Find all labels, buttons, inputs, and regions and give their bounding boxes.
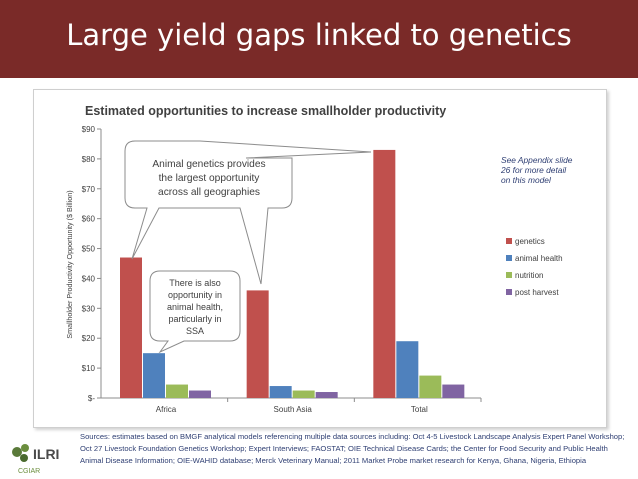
appendix-note-line: 26 for more detail: [500, 165, 567, 175]
bar-animal-health-south-asia: [269, 386, 292, 398]
y-tick-label: $90: [82, 125, 96, 134]
annotation-genetics-line: Animal genetics provides: [152, 159, 265, 170]
y-tick-label: $10: [82, 364, 96, 373]
chart-frame: Estimated opportunities to increase smal…: [33, 89, 607, 428]
slide-title: Large yield gaps linked to genetics: [66, 18, 572, 52]
annotation-animal-health-line: animal health,: [167, 302, 223, 312]
legend-swatch: [506, 238, 512, 244]
y-tick-label: $50: [82, 245, 96, 254]
x-tick-label: Total: [411, 405, 428, 414]
annotation-callout-animal-health-shape: [149, 270, 241, 354]
bar-nutrition-total: [419, 375, 442, 398]
y-tick-label: $30: [82, 304, 96, 313]
appendix-note-line: See Appendix slide: [501, 155, 573, 165]
annotation-animal-health-line: opportunity in: [168, 290, 222, 300]
legend-label: nutrition: [515, 271, 543, 280]
logo-icon: [12, 444, 29, 462]
annotation-animal-health-line: SSA: [186, 326, 204, 336]
bar-nutrition-south-asia: [292, 390, 315, 398]
sources-note: Sources: estimates based on BMGF analyti…: [80, 432, 625, 466]
appendix-note-line: on this model: [501, 175, 552, 185]
bar-post-harvest-africa: [189, 390, 211, 398]
y-tick-label: $20: [82, 334, 96, 343]
logo-subtitle: CGIAR: [18, 468, 40, 475]
bar-genetics-africa: [120, 257, 142, 398]
annotation-genetics-line: across all geographies: [158, 187, 260, 198]
legend-label: animal health: [515, 254, 563, 263]
x-tick-label: Africa: [156, 405, 177, 414]
bar-animal-health-africa: [143, 353, 165, 398]
legend-label: post harvest: [515, 288, 559, 297]
legend-label: genetics: [515, 237, 545, 246]
bar-chart: Estimated opportunities to increase smal…: [65, 104, 573, 414]
chart-title: Estimated opportunities to increase smal…: [85, 104, 446, 118]
ilri-cgiar-logo: ILRI CGIAR: [12, 444, 59, 475]
legend-swatch: [506, 289, 512, 295]
bar-genetics-total: [373, 149, 396, 398]
logo-name: ILRI: [33, 446, 59, 462]
y-axis-label: Smallholder Productivity Opportunity ($ …: [65, 190, 74, 338]
y-tick-label: $80: [82, 155, 96, 164]
x-tick-label: South Asia: [274, 405, 313, 414]
y-tick-label: $60: [82, 215, 96, 224]
bar-genetics-south-asia: [246, 290, 269, 398]
annotation-animal-health-line: particularly in: [168, 314, 221, 324]
legend-swatch: [506, 272, 512, 278]
bar-post-harvest-south-asia: [315, 392, 338, 398]
bar-animal-health-total: [396, 341, 419, 398]
annotation-animal-health-line: There is also: [169, 278, 221, 288]
bar-post-harvest-total: [442, 384, 465, 398]
y-tick-label: $70: [82, 185, 96, 194]
title-banner: Large yield gaps linked to genetics: [0, 0, 638, 78]
y-tick-label: $-: [88, 394, 95, 403]
annotation-genetics-line: the largest opportunity: [159, 173, 261, 184]
legend-swatch: [506, 255, 512, 261]
annotation-callout-genetics-shape: [124, 140, 372, 285]
bar-nutrition-africa: [166, 384, 188, 398]
y-tick-label: $40: [82, 274, 96, 283]
